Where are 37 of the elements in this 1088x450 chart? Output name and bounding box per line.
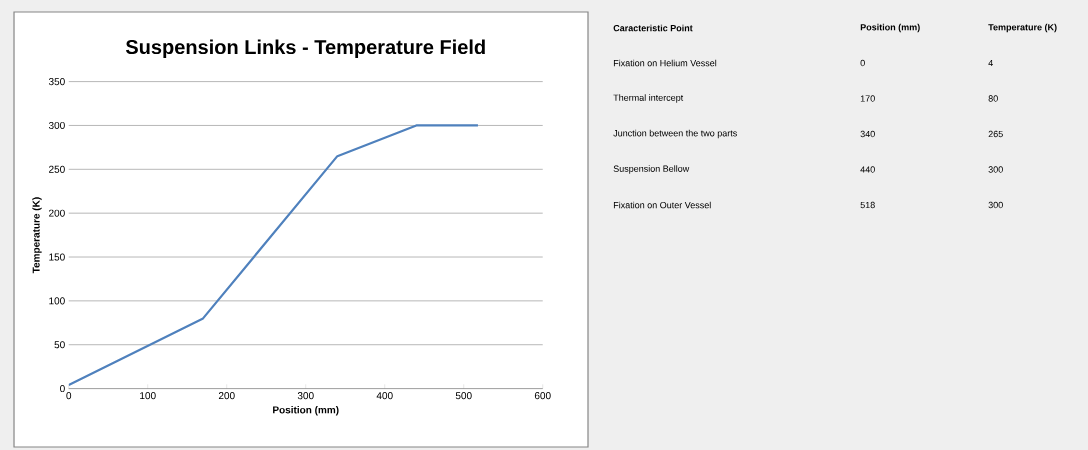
x-tick-label: 400 — [376, 392, 393, 400]
text: Fixation on Outer Vessel — [613, 201, 711, 209]
text: 300 — [988, 201, 1003, 209]
text: Caracteristic Point — [613, 24, 693, 32]
text: 265 — [988, 130, 1003, 138]
text: 0 — [860, 59, 865, 67]
line-series — [68, 124, 480, 387]
y-tick-label: 250 — [49, 165, 65, 173]
y-tick-label: 100 — [49, 297, 65, 305]
text: 4 — [988, 59, 993, 67]
x-tick-label: 300 — [297, 392, 314, 400]
text: Fixation on Helium Vessel — [613, 59, 717, 67]
chart-title: Suspension Links - Temperature Field — [125, 39, 485, 59]
x-tick-label: 100 — [140, 392, 156, 400]
x-tick-label: 600 — [534, 392, 551, 400]
x-tick-label: 500 — [455, 392, 472, 400]
y-tick-label: 350 — [48, 78, 65, 86]
text: Suspension Bellow — [613, 165, 690, 174]
text: 518 — [860, 201, 875, 209]
x-tick-label: 200 — [218, 392, 235, 400]
x-tick-label: 0 — [66, 392, 72, 400]
text: Position (mm) — [860, 23, 920, 33]
y-axis-title: Temperature (K) — [32, 197, 42, 274]
y-tick-label: 150 — [49, 253, 65, 261]
y-tick-label: 200 — [49, 209, 65, 217]
text: 440 — [860, 166, 875, 173]
text: Junction between the two parts — [613, 129, 737, 139]
x-axis-title: Position (mm) — [273, 406, 339, 416]
text: 340 — [860, 130, 875, 138]
y-tick-label: 300 — [48, 121, 65, 129]
text: 170 — [860, 95, 875, 102]
text: Temperature (K) — [988, 23, 1057, 33]
text: 80 — [988, 95, 998, 102]
text: Thermal intercept — [613, 94, 684, 103]
y-tick-label: 50 — [54, 341, 65, 349]
text: 300 — [988, 166, 1003, 173]
y-tick-label: 0 — [60, 385, 65, 393]
